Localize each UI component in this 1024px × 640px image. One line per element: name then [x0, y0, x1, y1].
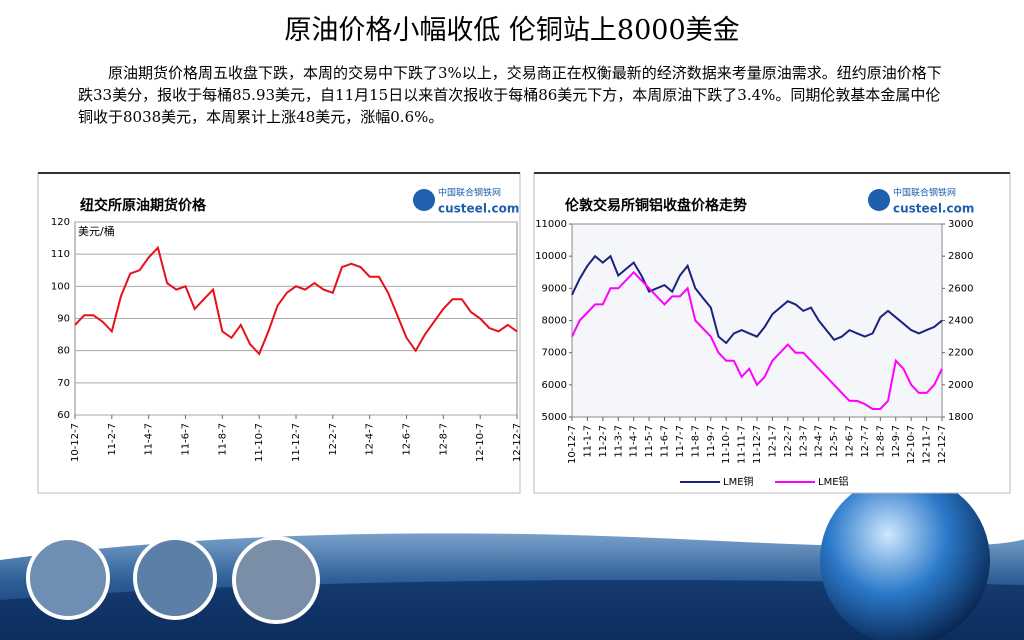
- y2-tick-label: 2600: [948, 283, 973, 294]
- chart-title: 纽交所原油期货价格: [80, 197, 207, 214]
- y-tick-label: 5000: [542, 412, 567, 423]
- y-tick-label: 10000: [535, 251, 567, 262]
- x-tick-label: 12-10-7: [475, 423, 486, 462]
- logo-en: custeel.com: [893, 202, 974, 216]
- x-tick-label: 12-2-7: [328, 423, 339, 456]
- y-axis-label: 美元/桶: [78, 224, 115, 238]
- y2-tick-label: 1800: [948, 412, 973, 423]
- y-tick-label: 9000: [542, 283, 567, 294]
- x-tick-label: 11-8-7: [217, 423, 228, 456]
- x-tick-label: 11-10-7: [254, 423, 265, 462]
- data-line: [571, 254, 943, 345]
- x-tick-label: 11-5-7: [644, 425, 655, 458]
- x-tick-label: 11-4-7: [629, 425, 640, 458]
- paragraph: 原油期货价格周五收盘下跌，本周的交易中下跌了3%以上，交易商正在权衡最新的经济数…: [78, 64, 942, 126]
- x-tick-label: 12-4-7: [365, 423, 376, 456]
- x-tick-label: 12-3-7: [798, 425, 809, 458]
- x-tick-label: 11-2-7: [598, 425, 609, 458]
- x-tick-label: 11-9-7: [706, 425, 717, 458]
- y-tick-label: 120: [51, 217, 70, 228]
- data-line: [74, 245, 518, 356]
- x-tick-label: 10-12-7: [70, 423, 81, 462]
- x-tick-label: 11-3-7: [613, 425, 624, 458]
- data-line: [571, 270, 943, 410]
- y-tick-label: 60: [57, 410, 70, 421]
- x-tick-label: 12-9-7: [891, 425, 902, 458]
- x-tick-label: 12-6-7: [845, 425, 856, 458]
- x-tick-label: 12-4-7: [814, 425, 825, 458]
- logo-cn: 中国联合钢铁网: [438, 187, 501, 199]
- x-tick-label: 10-12-7: [567, 425, 578, 464]
- chart-title: 伦敦交易所铜铝收盘价格走势: [565, 197, 747, 214]
- logo-mark: [413, 189, 435, 211]
- y-tick-label: 90: [57, 314, 70, 325]
- x-tick-label: 11-4-7: [144, 423, 155, 456]
- y2-tick-label: 2200: [948, 348, 973, 359]
- x-tick-label: 12-12-7: [937, 425, 948, 464]
- x-tick-label: 12-8-7: [438, 423, 449, 456]
- x-tick-label: 12-7-7: [860, 425, 871, 458]
- y-tick-label: 70: [57, 378, 70, 389]
- y-tick-label: 110: [51, 249, 70, 260]
- y2-tick-label: 2000: [948, 380, 973, 391]
- x-tick-label: 11-1-7: [582, 425, 593, 458]
- y2-tick-label: 2400: [948, 316, 973, 327]
- x-tick-label: 12-5-7: [829, 425, 840, 458]
- x-tick-label: 12-11-7: [922, 425, 933, 464]
- x-tick-label: 11-10-7: [721, 425, 732, 464]
- x-tick-label: 12-6-7: [402, 423, 413, 456]
- y-tick-label: 7000: [542, 348, 567, 359]
- x-tick-label: 11-6-7: [181, 423, 192, 456]
- y-tick-label: 6000: [542, 380, 567, 391]
- legend-label: LME铝: [818, 476, 849, 488]
- y-tick-label: 8000: [542, 316, 567, 327]
- plot-area: [571, 223, 943, 418]
- x-tick-label: 11-6-7: [660, 425, 671, 458]
- logo-en: custeel.com: [438, 202, 519, 216]
- logo-cn: 中国联合钢铁网: [893, 187, 956, 199]
- x-tick-label: 11-12-7: [291, 423, 302, 462]
- x-tick-label: 12-10-7: [906, 425, 917, 464]
- x-tick-label: 12-8-7: [875, 425, 886, 458]
- x-tick-label: 11-12-7: [752, 425, 763, 464]
- x-tick-label: 11-2-7: [107, 423, 118, 456]
- y2-tick-label: 3000: [948, 219, 973, 230]
- x-tick-label: 11-7-7: [675, 425, 686, 458]
- legend-label: LME铜: [723, 476, 754, 488]
- y-tick-label: 11000: [535, 219, 567, 230]
- y-tick-label: 80: [57, 346, 70, 357]
- x-tick-label: 11-8-7: [690, 425, 701, 458]
- y2-tick-label: 2800: [948, 251, 973, 262]
- logo-mark: [868, 189, 890, 211]
- x-tick-label: 12-1-7: [767, 425, 778, 458]
- x-tick-label: 12-2-7: [783, 425, 794, 458]
- x-tick-label: 11-11-7: [737, 425, 748, 464]
- y-tick-label: 100: [51, 281, 70, 292]
- slide-title: 原油价格小幅收低 伦铜站上8000美金: [284, 15, 740, 46]
- x-tick-label: 12-12-7: [512, 423, 523, 462]
